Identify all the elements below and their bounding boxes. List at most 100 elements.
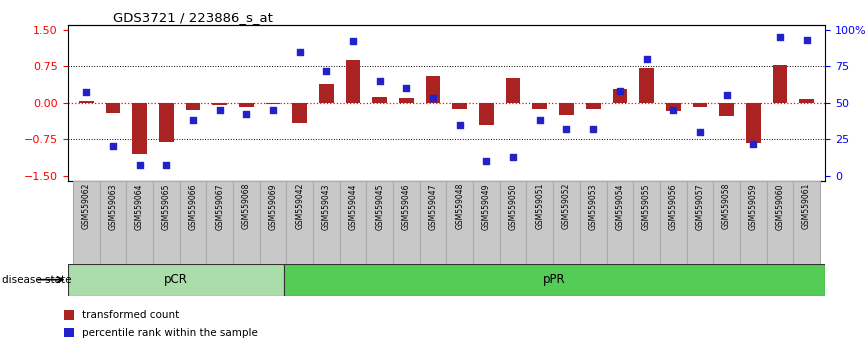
- FancyBboxPatch shape: [260, 181, 287, 264]
- Bar: [666, 103, 681, 112]
- FancyBboxPatch shape: [179, 181, 206, 264]
- FancyBboxPatch shape: [793, 181, 820, 264]
- Bar: [426, 76, 441, 103]
- Text: GSM559054: GSM559054: [616, 183, 624, 229]
- Point: [586, 126, 600, 132]
- Point: [533, 118, 546, 123]
- Text: GSM559065: GSM559065: [162, 183, 171, 229]
- Point: [693, 129, 707, 135]
- Point: [132, 162, 146, 168]
- Text: GSM559069: GSM559069: [268, 183, 277, 229]
- Point: [293, 49, 307, 55]
- Point: [559, 126, 573, 132]
- Point: [213, 107, 227, 113]
- Point: [746, 141, 760, 147]
- Bar: [479, 103, 494, 125]
- Text: GSM559049: GSM559049: [482, 183, 491, 229]
- FancyBboxPatch shape: [73, 181, 100, 264]
- Text: GSM559066: GSM559066: [189, 183, 197, 229]
- Text: GSM559051: GSM559051: [535, 183, 545, 229]
- Text: percentile rank within the sample: percentile rank within the sample: [82, 328, 258, 338]
- Bar: [68, 264, 284, 296]
- Text: pPR: pPR: [543, 273, 566, 286]
- Bar: [799, 99, 814, 103]
- FancyBboxPatch shape: [313, 181, 339, 264]
- Point: [480, 158, 494, 164]
- Text: GSM559063: GSM559063: [108, 183, 118, 229]
- FancyBboxPatch shape: [473, 181, 500, 264]
- Point: [346, 39, 360, 44]
- Text: pCR: pCR: [164, 273, 188, 286]
- Point: [266, 107, 280, 113]
- Bar: [506, 78, 520, 103]
- Text: GSM559068: GSM559068: [242, 183, 251, 229]
- Point: [159, 162, 173, 168]
- Bar: [746, 103, 760, 143]
- Bar: [266, 103, 281, 104]
- Text: GSM559045: GSM559045: [375, 183, 385, 229]
- Text: GSM559053: GSM559053: [589, 183, 598, 229]
- FancyBboxPatch shape: [606, 181, 633, 264]
- Bar: [106, 103, 120, 113]
- Point: [799, 37, 813, 43]
- FancyBboxPatch shape: [393, 181, 420, 264]
- Point: [640, 56, 654, 62]
- FancyBboxPatch shape: [339, 181, 366, 264]
- Bar: [533, 103, 547, 109]
- FancyBboxPatch shape: [206, 181, 233, 264]
- Bar: [559, 103, 574, 115]
- Text: GSM559050: GSM559050: [508, 183, 518, 229]
- FancyBboxPatch shape: [153, 181, 179, 264]
- FancyBboxPatch shape: [366, 181, 393, 264]
- Text: GSM559056: GSM559056: [669, 183, 678, 229]
- Bar: [720, 103, 734, 116]
- FancyBboxPatch shape: [580, 181, 606, 264]
- Text: GSM559067: GSM559067: [215, 183, 224, 229]
- FancyBboxPatch shape: [687, 181, 714, 264]
- Bar: [132, 103, 147, 154]
- Bar: [639, 68, 654, 103]
- Bar: [284, 264, 825, 296]
- Text: GSM559042: GSM559042: [295, 183, 304, 229]
- Text: GDS3721 / 223886_s_at: GDS3721 / 223886_s_at: [113, 11, 273, 24]
- Bar: [693, 103, 708, 107]
- Text: GSM559052: GSM559052: [562, 183, 571, 229]
- FancyBboxPatch shape: [740, 181, 766, 264]
- Text: transformed count: transformed count: [82, 310, 179, 320]
- Point: [453, 122, 467, 127]
- Bar: [293, 103, 307, 123]
- FancyBboxPatch shape: [766, 181, 793, 264]
- Bar: [239, 103, 254, 107]
- FancyBboxPatch shape: [660, 181, 687, 264]
- Point: [613, 88, 627, 94]
- FancyBboxPatch shape: [447, 181, 473, 264]
- Bar: [585, 103, 600, 109]
- Text: GSM559061: GSM559061: [802, 183, 811, 229]
- Text: disease state: disease state: [2, 275, 71, 285]
- Point: [666, 107, 680, 113]
- FancyBboxPatch shape: [633, 181, 660, 264]
- Bar: [319, 84, 333, 103]
- Text: GSM559060: GSM559060: [775, 183, 785, 229]
- FancyBboxPatch shape: [100, 181, 126, 264]
- Bar: [452, 103, 467, 109]
- Point: [372, 78, 386, 84]
- Bar: [79, 101, 94, 103]
- Text: GSM559062: GSM559062: [81, 183, 91, 229]
- Point: [106, 144, 120, 149]
- Bar: [399, 98, 414, 103]
- Bar: [185, 103, 200, 110]
- FancyBboxPatch shape: [500, 181, 527, 264]
- Point: [773, 34, 787, 40]
- Point: [399, 85, 413, 91]
- FancyBboxPatch shape: [553, 181, 580, 264]
- Point: [320, 68, 333, 73]
- Bar: [772, 65, 787, 103]
- Text: GSM559046: GSM559046: [402, 183, 410, 229]
- Point: [720, 92, 734, 98]
- Text: GSM559044: GSM559044: [348, 183, 358, 229]
- Text: GSM559043: GSM559043: [322, 183, 331, 229]
- Point: [426, 96, 440, 101]
- Text: GSM559058: GSM559058: [722, 183, 731, 229]
- FancyBboxPatch shape: [287, 181, 313, 264]
